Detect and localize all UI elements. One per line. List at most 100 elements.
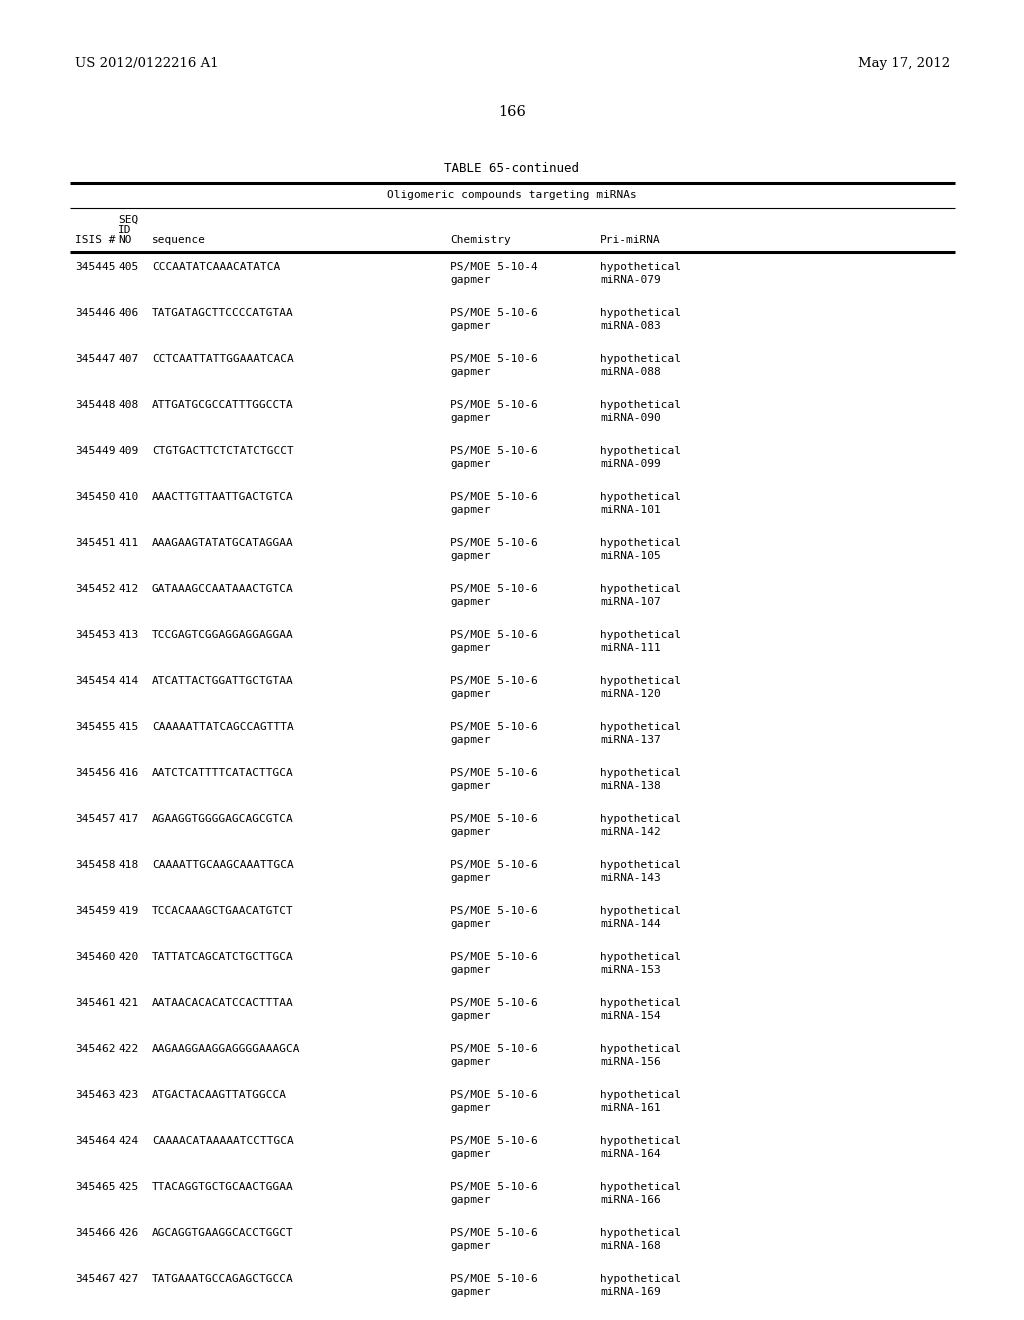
- Text: hypothetical: hypothetical: [600, 583, 681, 594]
- Text: PS/MOE 5-10-6: PS/MOE 5-10-6: [450, 1274, 538, 1284]
- Text: gapmer: gapmer: [450, 735, 490, 744]
- Text: TATTATCAGCATCTGCTTGCA: TATTATCAGCATCTGCTTGCA: [152, 952, 294, 962]
- Text: miRNA-161: miRNA-161: [600, 1104, 660, 1113]
- Text: AATAACACACATCCACTTTAA: AATAACACACATCCACTTTAA: [152, 998, 294, 1008]
- Text: miRNA-144: miRNA-144: [600, 919, 660, 929]
- Text: gapmer: gapmer: [450, 1195, 490, 1205]
- Text: 345447: 345447: [75, 354, 116, 364]
- Text: miRNA-169: miRNA-169: [600, 1287, 660, 1298]
- Text: AAGAAGGAAGGAGGGGAAAGCA: AAGAAGGAAGGAGGGGAAAGCA: [152, 1044, 300, 1053]
- Text: miRNA-101: miRNA-101: [600, 506, 660, 515]
- Text: CAAAAATTATCAGCCAGTTTA: CAAAAATTATCAGCCAGTTTA: [152, 722, 294, 733]
- Text: 345465: 345465: [75, 1181, 116, 1192]
- Text: AGCAGGTGAAGGCACCTGGCT: AGCAGGTGAAGGCACCTGGCT: [152, 1228, 294, 1238]
- Text: PS/MOE 5-10-6: PS/MOE 5-10-6: [450, 354, 538, 364]
- Text: miRNA-107: miRNA-107: [600, 597, 660, 607]
- Text: CCCAATATCAAACATATCA: CCCAATATCAAACATATCA: [152, 261, 281, 272]
- Text: PS/MOE 5-10-4: PS/MOE 5-10-4: [450, 261, 538, 272]
- Text: 345459: 345459: [75, 906, 116, 916]
- Text: May 17, 2012: May 17, 2012: [858, 57, 950, 70]
- Text: gapmer: gapmer: [450, 1104, 490, 1113]
- Text: gapmer: gapmer: [450, 506, 490, 515]
- Text: 345453: 345453: [75, 630, 116, 640]
- Text: hypothetical: hypothetical: [600, 446, 681, 455]
- Text: miRNA-156: miRNA-156: [600, 1057, 660, 1067]
- Text: SEQ: SEQ: [118, 215, 138, 224]
- Text: 420: 420: [118, 952, 138, 962]
- Text: 345445: 345445: [75, 261, 116, 272]
- Text: hypothetical: hypothetical: [600, 261, 681, 272]
- Text: hypothetical: hypothetical: [600, 1181, 681, 1192]
- Text: hypothetical: hypothetical: [600, 814, 681, 824]
- Text: CAAAACATAAAAATCCTTGCA: CAAAACATAAAAATCCTTGCA: [152, 1137, 294, 1146]
- Text: TTACAGGTGCTGCAACTGGAA: TTACAGGTGCTGCAACTGGAA: [152, 1181, 294, 1192]
- Text: gapmer: gapmer: [450, 459, 490, 469]
- Text: gapmer: gapmer: [450, 689, 490, 700]
- Text: gapmer: gapmer: [450, 413, 490, 422]
- Text: hypothetical: hypothetical: [600, 1090, 681, 1100]
- Text: AAAGAAGTATATGCATAGGAA: AAAGAAGTATATGCATAGGAA: [152, 539, 294, 548]
- Text: hypothetical: hypothetical: [600, 1044, 681, 1053]
- Text: PS/MOE 5-10-6: PS/MOE 5-10-6: [450, 1181, 538, 1192]
- Text: 345463: 345463: [75, 1090, 116, 1100]
- Text: PS/MOE 5-10-6: PS/MOE 5-10-6: [450, 1228, 538, 1238]
- Text: PS/MOE 5-10-6: PS/MOE 5-10-6: [450, 676, 538, 686]
- Text: hypothetical: hypothetical: [600, 539, 681, 548]
- Text: hypothetical: hypothetical: [600, 722, 681, 733]
- Text: 345460: 345460: [75, 952, 116, 962]
- Text: 406: 406: [118, 308, 138, 318]
- Text: US 2012/0122216 A1: US 2012/0122216 A1: [75, 57, 219, 70]
- Text: hypothetical: hypothetical: [600, 768, 681, 777]
- Text: miRNA-105: miRNA-105: [600, 550, 660, 561]
- Text: miRNA-079: miRNA-079: [600, 275, 660, 285]
- Text: miRNA-099: miRNA-099: [600, 459, 660, 469]
- Text: miRNA-142: miRNA-142: [600, 828, 660, 837]
- Text: 413: 413: [118, 630, 138, 640]
- Text: 407: 407: [118, 354, 138, 364]
- Text: 345458: 345458: [75, 861, 116, 870]
- Text: PS/MOE 5-10-6: PS/MOE 5-10-6: [450, 1044, 538, 1053]
- Text: TABLE 65-continued: TABLE 65-continued: [444, 162, 580, 176]
- Text: ID: ID: [118, 224, 131, 235]
- Text: 345456: 345456: [75, 768, 116, 777]
- Text: 421: 421: [118, 998, 138, 1008]
- Text: PS/MOE 5-10-6: PS/MOE 5-10-6: [450, 1137, 538, 1146]
- Text: miRNA-120: miRNA-120: [600, 689, 660, 700]
- Text: miRNA-138: miRNA-138: [600, 781, 660, 791]
- Text: gapmer: gapmer: [450, 781, 490, 791]
- Text: 405: 405: [118, 261, 138, 272]
- Text: gapmer: gapmer: [450, 873, 490, 883]
- Text: gapmer: gapmer: [450, 828, 490, 837]
- Text: 412: 412: [118, 583, 138, 594]
- Text: 419: 419: [118, 906, 138, 916]
- Text: 345461: 345461: [75, 998, 116, 1008]
- Text: 345450: 345450: [75, 492, 116, 502]
- Text: miRNA-143: miRNA-143: [600, 873, 660, 883]
- Text: hypothetical: hypothetical: [600, 676, 681, 686]
- Text: TATGAAATGCCAGAGCTGCCA: TATGAAATGCCAGAGCTGCCA: [152, 1274, 294, 1284]
- Text: hypothetical: hypothetical: [600, 492, 681, 502]
- Text: hypothetical: hypothetical: [600, 998, 681, 1008]
- Text: gapmer: gapmer: [450, 1057, 490, 1067]
- Text: 166: 166: [498, 106, 526, 119]
- Text: 422: 422: [118, 1044, 138, 1053]
- Text: PS/MOE 5-10-6: PS/MOE 5-10-6: [450, 308, 538, 318]
- Text: PS/MOE 5-10-6: PS/MOE 5-10-6: [450, 539, 538, 548]
- Text: PS/MOE 5-10-6: PS/MOE 5-10-6: [450, 952, 538, 962]
- Text: PS/MOE 5-10-6: PS/MOE 5-10-6: [450, 492, 538, 502]
- Text: hypothetical: hypothetical: [600, 400, 681, 411]
- Text: CAAAATTGCAAGCAAATTGCA: CAAAATTGCAAGCAAATTGCA: [152, 861, 294, 870]
- Text: gapmer: gapmer: [450, 550, 490, 561]
- Text: miRNA-090: miRNA-090: [600, 413, 660, 422]
- Text: miRNA-153: miRNA-153: [600, 965, 660, 975]
- Text: hypothetical: hypothetical: [600, 1228, 681, 1238]
- Text: 424: 424: [118, 1137, 138, 1146]
- Text: hypothetical: hypothetical: [600, 952, 681, 962]
- Text: sequence: sequence: [152, 235, 206, 246]
- Text: gapmer: gapmer: [450, 275, 490, 285]
- Text: gapmer: gapmer: [450, 367, 490, 378]
- Text: PS/MOE 5-10-6: PS/MOE 5-10-6: [450, 630, 538, 640]
- Text: TCCGAGTCGGAGGAGGAGGAA: TCCGAGTCGGAGGAGGAGGAA: [152, 630, 294, 640]
- Text: PS/MOE 5-10-6: PS/MOE 5-10-6: [450, 861, 538, 870]
- Text: 427: 427: [118, 1274, 138, 1284]
